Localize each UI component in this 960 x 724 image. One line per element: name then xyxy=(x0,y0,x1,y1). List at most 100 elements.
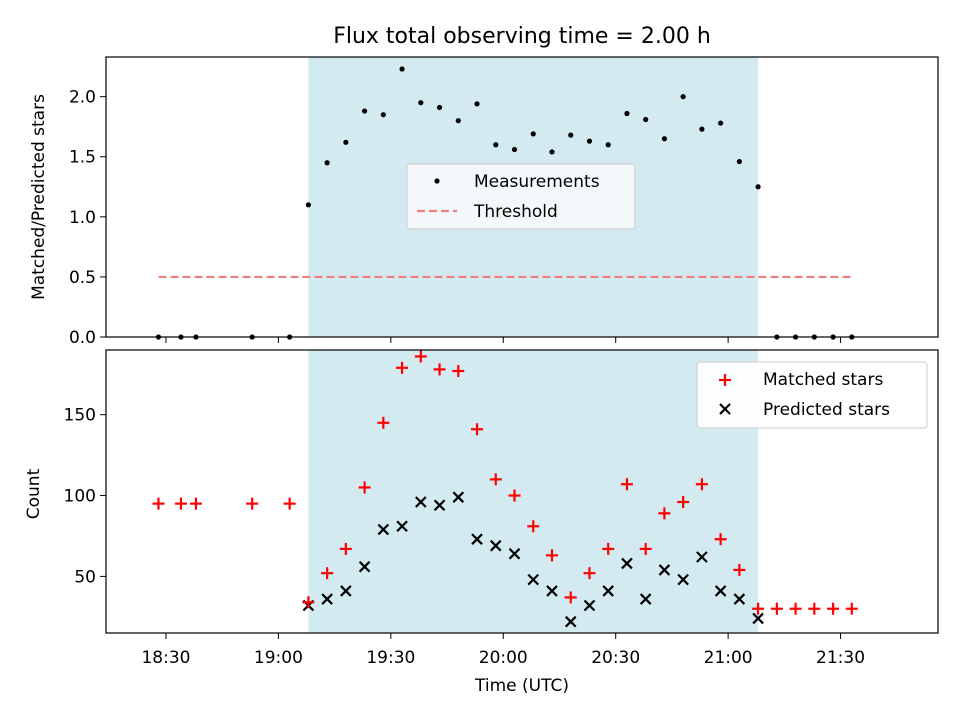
measurement-point xyxy=(530,131,536,137)
legend-measurement-marker xyxy=(434,178,440,184)
x-axis-label: Time (UTC) xyxy=(474,676,569,696)
predicted-star-point xyxy=(452,491,465,503)
predicted-star-point xyxy=(489,539,502,552)
legend-measurements-label: Measurements xyxy=(474,172,600,192)
predicted-star-point xyxy=(546,585,558,597)
matched-star-point xyxy=(152,497,165,510)
legend-matched-marker xyxy=(719,374,731,386)
matched-star-point xyxy=(414,350,427,363)
measurement-point xyxy=(418,100,424,106)
matched-star-point xyxy=(489,473,502,486)
measurement-point xyxy=(680,94,686,100)
matched-star-point xyxy=(302,596,315,609)
observing-window-shade xyxy=(308,350,759,633)
matched-star-point xyxy=(733,563,746,576)
y-tick-label: 150 xyxy=(64,406,96,426)
matched-star-point xyxy=(358,481,371,494)
matched-star-point xyxy=(545,549,558,562)
measurement-point xyxy=(736,158,742,165)
ratio-y-axis: 0.0 0.5 1.0 1.5 2.0 xyxy=(69,88,106,348)
x-tick-label: 18:30 xyxy=(141,648,190,668)
matched-star-point xyxy=(770,602,783,615)
predicted-star-point xyxy=(340,585,352,597)
matched-star-point xyxy=(827,602,840,615)
ratio-y-label: Matched/Predicted stars xyxy=(29,94,49,300)
x-tick-label: 19:30 xyxy=(366,648,415,668)
measurement-point xyxy=(661,136,668,142)
predicted-star-point xyxy=(621,557,633,570)
ratio-panel: 0.00.51.01.52.0 Matched/Predicted stars … xyxy=(29,56,939,348)
measurement-point xyxy=(474,101,480,107)
measurement-point xyxy=(568,132,574,138)
measurement-point xyxy=(493,142,499,148)
ratio-legend: Measurements Threshold xyxy=(406,163,636,230)
matched-star-point xyxy=(695,478,708,491)
matched-star-point xyxy=(396,361,409,374)
measurement-point xyxy=(380,112,386,118)
measurement-point xyxy=(586,138,593,144)
measurement-point xyxy=(324,160,330,166)
measurement-point xyxy=(624,110,630,117)
measurement-point xyxy=(718,120,724,126)
legend-predicted-label: Predicted stars xyxy=(763,400,890,420)
y-tick-label: 1.5 xyxy=(69,148,96,168)
matched-star-point xyxy=(583,567,596,580)
predicted-star-point xyxy=(471,533,483,545)
predicted-star-point xyxy=(714,585,727,597)
matched-star-point xyxy=(321,567,334,580)
count-y-axis: 50 100 150 xyxy=(64,406,106,587)
y-tick-label: 50 xyxy=(74,567,96,587)
legend-threshold-label: Threshold xyxy=(473,202,558,222)
predicted-star-point xyxy=(321,593,333,605)
chart-title: Flux total observing time = 2.00 h xyxy=(333,24,711,49)
ratio-legend-box xyxy=(406,163,636,230)
predicted-star-point xyxy=(696,551,708,563)
predicted-star-point xyxy=(658,564,671,576)
predicted-star-point xyxy=(433,499,446,512)
matched-star-point xyxy=(564,591,577,604)
matched-star-point xyxy=(714,533,727,546)
measurement-point xyxy=(436,104,443,111)
y-tick-label: 0.5 xyxy=(69,268,96,288)
count-panel-frame xyxy=(105,349,939,634)
predicted-star-point xyxy=(564,615,577,628)
x-tick-label: 20:30 xyxy=(591,648,640,668)
measurement-point xyxy=(549,149,555,155)
matched-star-point xyxy=(377,416,390,429)
matched-stars-points xyxy=(152,350,858,615)
measurement-point xyxy=(699,126,705,132)
x-tick-label: 21:00 xyxy=(704,648,753,668)
ratio-x-ticks xyxy=(165,337,842,343)
y-tick-label: 0.0 xyxy=(69,328,96,348)
measurement-point xyxy=(343,139,349,145)
predicted-star-point xyxy=(508,547,521,560)
count-panel: 50 100 150 18:30 19:00 19:30 20:00 20:30 21:00 2… xyxy=(24,349,939,696)
count-y-label: Count xyxy=(24,468,44,519)
measurement-points xyxy=(155,66,855,340)
matched-star-point xyxy=(433,363,446,376)
x-tick-label: 19:00 xyxy=(254,648,303,668)
measurement-point xyxy=(305,202,311,208)
count-x-axis: 18:30 19:00 19:30 20:00 20:30 21:00 21:30 xyxy=(141,633,865,668)
y-tick-label: 1.0 xyxy=(69,208,96,228)
count-legend: Matched stars Predicted stars xyxy=(696,361,928,429)
matched-star-point xyxy=(339,542,352,555)
predicted-star-point xyxy=(583,599,596,612)
x-tick-label: 21:30 xyxy=(816,648,865,668)
matched-star-point xyxy=(189,497,202,510)
count-legend-box xyxy=(696,361,928,429)
measurement-point xyxy=(643,116,649,123)
predicted-star-point xyxy=(677,573,689,586)
matched-star-point xyxy=(677,496,690,509)
measurement-point xyxy=(455,118,461,124)
matched-star-point xyxy=(808,602,821,615)
measurement-point xyxy=(511,146,518,153)
matched-star-point xyxy=(752,602,765,615)
predicted-star-point xyxy=(639,593,652,605)
matched-star-point xyxy=(789,602,802,615)
matched-star-point xyxy=(639,542,652,555)
predicted-star-point xyxy=(752,612,764,625)
x-tick-label: 20:00 xyxy=(479,648,528,668)
measurement-point xyxy=(605,142,611,148)
